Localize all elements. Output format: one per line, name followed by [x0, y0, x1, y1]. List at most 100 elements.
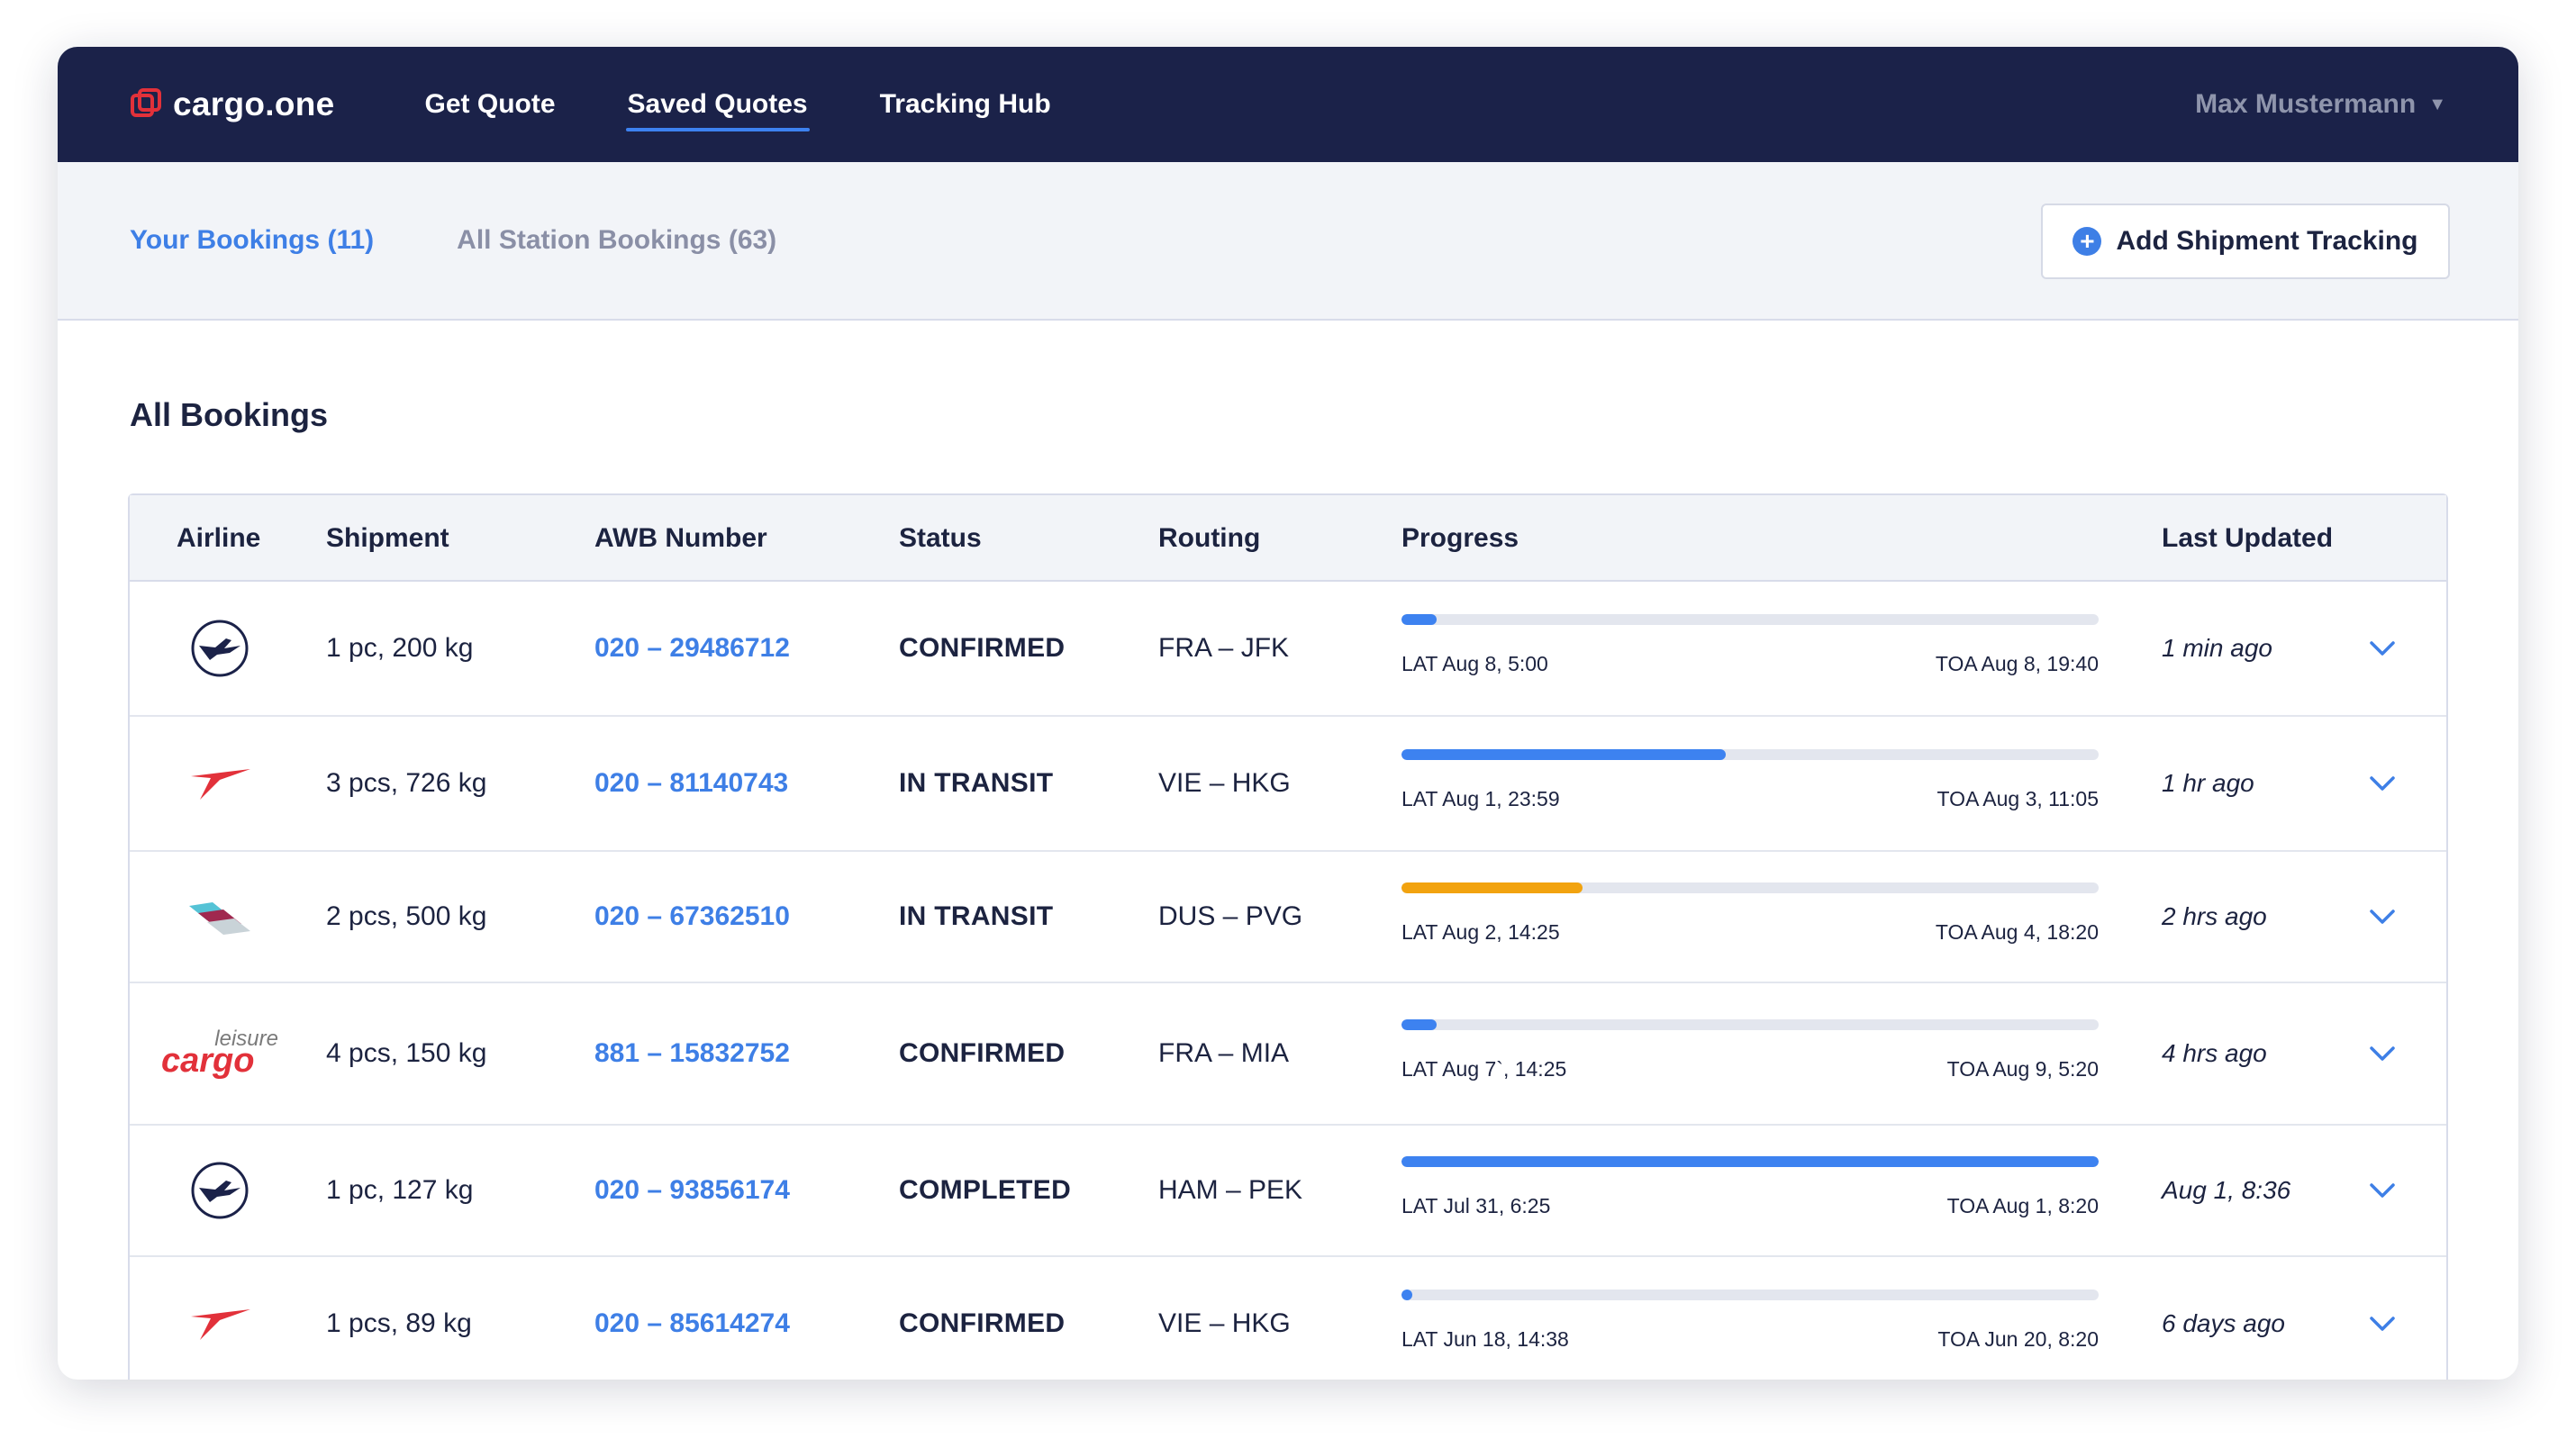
- status-badge: IN TRANSIT: [899, 768, 1054, 798]
- expand-chevron-icon[interactable]: [2369, 852, 2396, 982]
- leisure-cargo-logo: leisure cargo: [161, 1027, 278, 1080]
- nav-get-quote[interactable]: Get Quote: [424, 89, 556, 119]
- last-updated-cell: Aug 1, 8:36: [2162, 1176, 2291, 1204]
- expand-chevron-icon[interactable]: [2369, 582, 2396, 715]
- shipment-cell: 1 pc, 127 kg: [326, 1175, 474, 1205]
- col-progress: Progress: [1401, 523, 1519, 553]
- status-badge: CONFIRMED: [899, 1308, 1066, 1338]
- tab-all-station-bookings[interactable]: All Station Bookings (63): [457, 225, 777, 255]
- toa-label: TOA Aug 3, 11:05: [1937, 787, 2099, 810]
- progress-bar: LAT Aug 7`, 14:25 TOA Aug 9, 5:20: [1401, 1019, 2099, 1088]
- airline-logo: [130, 852, 310, 982]
- austrian-arrow-icon: [191, 1309, 250, 1340]
- last-updated-cell: 1 min ago: [2162, 634, 2272, 662]
- col-last-updated: Last Updated: [2162, 523, 2334, 553]
- user-name: Max Mustermann: [2195, 89, 2417, 119]
- status-badge: CONFIRMED: [899, 1038, 1066, 1068]
- add-shipment-tracking-button[interactable]: + Add Shipment Tracking: [2041, 204, 2450, 279]
- lat-label: LAT Jun 18, 14:38: [1401, 1327, 1569, 1351]
- airline-logo: [130, 717, 310, 850]
- logo-text: cargo.one: [173, 86, 335, 122]
- shipment-cell: 3 pcs, 726 kg: [326, 768, 487, 798]
- progress-track: [1401, 882, 2099, 893]
- col-shipment: Shipment: [326, 523, 449, 553]
- plus-circle-icon: +: [2073, 227, 2102, 256]
- progress-track: [1401, 749, 2099, 760]
- routing-cell: VIE – HKG: [1158, 768, 1291, 798]
- caret-down-icon: ▼: [2428, 94, 2446, 114]
- table-row[interactable]: 1 pc, 127 kg 020 – 93856174 COMPLETED HA…: [130, 1126, 2446, 1257]
- airline-logo: leisure cargo: [130, 983, 310, 1124]
- shipment-cell: 2 pcs, 500 kg: [326, 901, 487, 931]
- col-airline: Airline: [177, 523, 261, 553]
- lat-label: LAT Aug 2, 14:25: [1401, 920, 1560, 944]
- logo[interactable]: cargo.one: [130, 86, 335, 123]
- tab-your-bookings[interactable]: Your Bookings (11): [130, 225, 375, 255]
- progress-fill: [1401, 882, 1583, 893]
- bookings-table: Airline Shipment AWB Number Status Routi…: [128, 493, 2448, 1380]
- expand-chevron-icon[interactable]: [2369, 717, 2396, 850]
- status-badge: CONFIRMED: [899, 633, 1066, 663]
- table-row[interactable]: 2 pcs, 500 kg 020 – 67362510 IN TRANSIT …: [130, 852, 2446, 983]
- progress-bar: LAT Aug 1, 23:59 TOA Aug 3, 11:05: [1401, 749, 2099, 818]
- progress-bar: LAT Jun 18, 14:38 TOA Jun 20, 8:20: [1401, 1290, 2099, 1358]
- progress-track: [1401, 1019, 2099, 1030]
- routing-cell: HAM – PEK: [1158, 1175, 1303, 1205]
- col-routing: Routing: [1158, 523, 1261, 553]
- bookings-subnav: Your Bookings (11) All Station Bookings …: [58, 162, 2518, 321]
- page-title: All Bookings: [130, 396, 329, 433]
- shipment-cell: 1 pcs, 89 kg: [326, 1308, 472, 1338]
- lat-label: LAT Aug 8, 5:00: [1401, 652, 1548, 675]
- cargo-one-logo-icon: [131, 88, 161, 117]
- awb-number-link[interactable]: 881 – 15832752: [594, 1038, 790, 1068]
- progress-bar: LAT Jul 31, 6:25 TOA Aug 1, 8:20: [1401, 1156, 2099, 1225]
- table-row[interactable]: leisure cargo 4 pcs, 150 kg 881 – 158327…: [130, 983, 2446, 1126]
- user-menu[interactable]: Max Mustermann ▼: [2195, 47, 2446, 162]
- progress-bar: LAT Aug 2, 14:25 TOA Aug 4, 18:20: [1401, 882, 2099, 951]
- expand-chevron-icon[interactable]: [2369, 1257, 2396, 1380]
- awb-number-link[interactable]: 020 – 67362510: [594, 901, 790, 931]
- progress-track: [1401, 1290, 2099, 1300]
- progress-track: [1401, 1156, 2099, 1167]
- lat-label: LAT Aug 1, 23:59: [1401, 787, 1560, 810]
- nav-tracking-hub[interactable]: Tracking Hub: [879, 89, 1051, 119]
- shipment-cell: 1 pc, 200 kg: [326, 633, 474, 663]
- expand-chevron-icon[interactable]: [2369, 1126, 2396, 1255]
- routing-cell: DUS – PVG: [1158, 901, 1303, 931]
- austrian-arrow-icon: [191, 769, 250, 800]
- table-row[interactable]: 1 pc, 200 kg 020 – 29486712 CONFIRMED FR…: [130, 582, 2446, 717]
- awb-number-link[interactable]: 020 – 29486712: [594, 633, 790, 663]
- col-awb-number: AWB Number: [594, 523, 767, 553]
- progress-track: [1401, 614, 2099, 625]
- routing-cell: VIE – HKG: [1158, 1308, 1291, 1338]
- progress-fill: [1401, 1156, 2099, 1167]
- top-navbar: cargo.one Get Quote Saved Quotes Trackin…: [58, 47, 2518, 162]
- lufthansa-crane-icon: [191, 620, 249, 677]
- routing-cell: FRA – MIA: [1158, 1038, 1290, 1068]
- last-updated-cell: 2 hrs ago: [2162, 902, 2267, 930]
- last-updated-cell: 6 days ago: [2162, 1309, 2285, 1337]
- nav-saved-quotes[interactable]: Saved Quotes: [625, 47, 810, 162]
- awb-number-link[interactable]: 020 – 93856174: [594, 1175, 790, 1205]
- last-updated-cell: 4 hrs ago: [2162, 1039, 2267, 1067]
- shipment-cell: 4 pcs, 150 kg: [326, 1038, 487, 1068]
- awb-number-link[interactable]: 020 – 85614274: [594, 1308, 790, 1338]
- table-row[interactable]: 1 pcs, 89 kg 020 – 85614274 CONFIRMED VI…: [130, 1257, 2446, 1380]
- awb-number-link[interactable]: 020 – 81140743: [594, 768, 789, 798]
- status-badge: COMPLETED: [899, 1175, 1072, 1205]
- toa-label: TOA Jun 20, 8:20: [1937, 1327, 2099, 1351]
- toa-label: TOA Aug 1, 8:20: [1946, 1194, 2099, 1217]
- table-header: Airline Shipment AWB Number Status Routi…: [130, 495, 2446, 582]
- last-updated-cell: 1 hr ago: [2162, 769, 2254, 797]
- toa-label: TOA Aug 4, 18:20: [1935, 920, 2099, 944]
- lat-label: LAT Jul 31, 6:25: [1401, 1194, 1551, 1217]
- routing-cell: FRA – JFK: [1158, 633, 1290, 663]
- add-shipment-tracking-label: Add Shipment Tracking: [2116, 226, 2418, 256]
- col-status: Status: [899, 523, 982, 553]
- expand-chevron-icon[interactable]: [2369, 983, 2396, 1124]
- table-row[interactable]: 3 pcs, 726 kg 020 – 81140743 IN TRANSIT …: [130, 717, 2446, 852]
- progress-fill: [1401, 1290, 1412, 1300]
- airline-logo: [130, 1126, 310, 1255]
- progress-fill: [1401, 1019, 1437, 1030]
- toa-label: TOA Aug 9, 5:20: [1946, 1057, 2099, 1081]
